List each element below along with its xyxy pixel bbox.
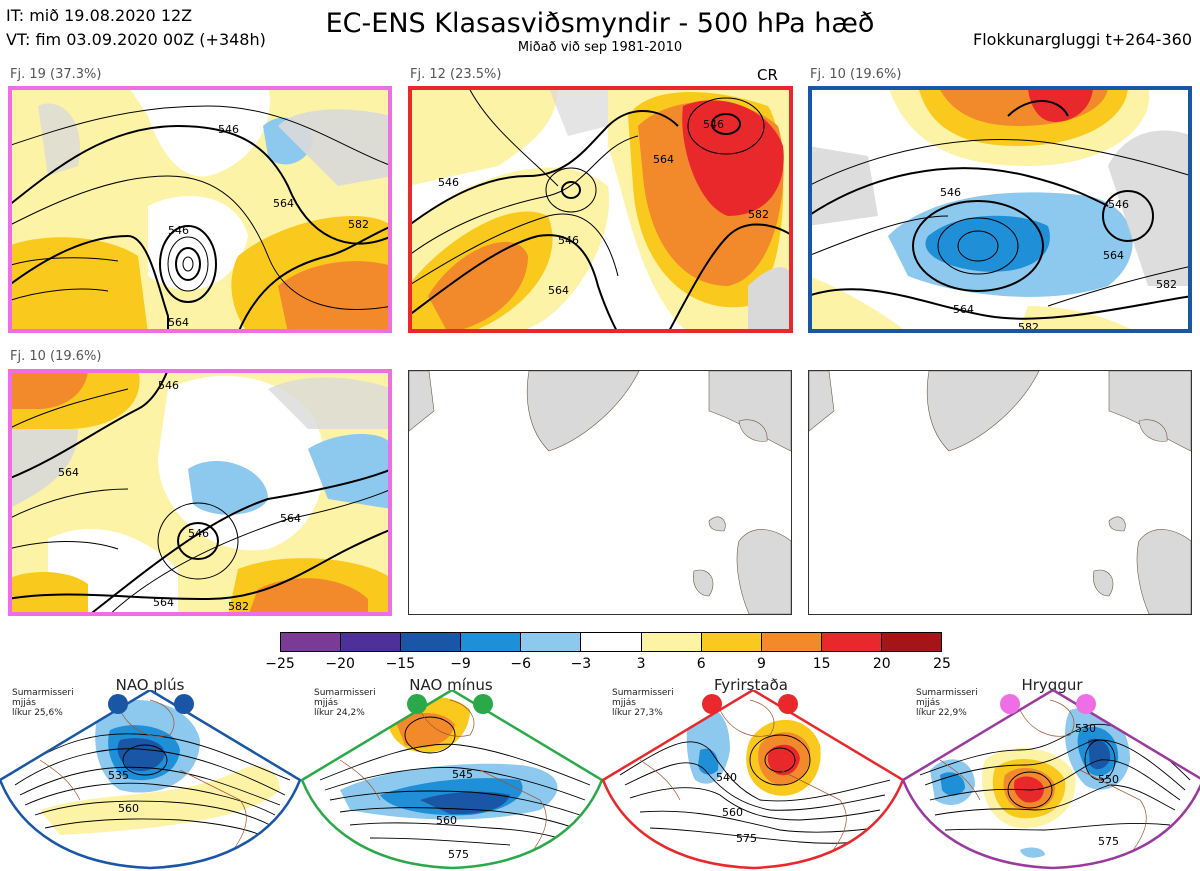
regime-2-label-b: 560 [436, 814, 457, 827]
svg-text:582: 582 [748, 208, 769, 221]
regime-3-dot-b [778, 694, 798, 714]
svg-text:582: 582 [348, 218, 369, 231]
panel-3-label: Fj. 10 (19.6%) [810, 67, 902, 82]
regime-3-title: Fyrirstaða [714, 676, 788, 694]
regime-4-dot-b [1076, 694, 1096, 714]
colorbar-tick-label: 20 [872, 656, 891, 672]
svg-text:564: 564 [653, 153, 674, 166]
panel-1-label: Fj. 19 (37.3%) [10, 67, 102, 82]
regime-1-label-b: 560 [118, 802, 139, 815]
regime-2-label-a: 545 [452, 768, 473, 781]
empty-map-1 [408, 370, 792, 615]
svg-text:546: 546 [188, 527, 209, 540]
colorbar-segment [281, 633, 342, 651]
svg-text:564: 564 [280, 512, 301, 525]
regime-2-dot-a [407, 694, 427, 714]
regime-1-frame [0, 690, 302, 870]
regime-4-label-a: 530 [1075, 722, 1096, 735]
regime-4-dot-a [1000, 694, 1020, 714]
svg-text:546: 546 [940, 186, 961, 199]
regime-2-title: NAO mínus [409, 676, 493, 694]
colorbar-segment [821, 633, 882, 651]
colorbar [280, 632, 942, 652]
colorbar-segment [641, 633, 702, 651]
svg-text:564: 564 [953, 303, 974, 316]
regime-1-label-a: 535 [108, 769, 129, 782]
regime-2-info: Sumarmisseri mjjás líkur 24,2% [314, 688, 376, 718]
regime-1-dot-b [174, 694, 194, 714]
regime-3-frame [601, 690, 905, 870]
colorbar-tick-label: −3 [570, 656, 592, 672]
regime-2-dot-b [473, 694, 493, 714]
colorbar-tick-label: −25 [265, 656, 295, 672]
regime-4-title: Hryggur [1021, 676, 1083, 694]
cluster-map-4: 546 564 546 564 564 582 [8, 369, 392, 616]
panel-2-cr-tag: CR [757, 66, 778, 84]
svg-text:564: 564 [1103, 249, 1124, 262]
colorbar-segment [581, 633, 642, 651]
svg-text:546: 546 [438, 176, 459, 189]
regime-3-info: Sumarmisseri mjjás líkur 27,3% [612, 688, 674, 718]
colorbar-tick-label: −20 [325, 656, 355, 672]
cluster-map-4-frame [8, 369, 392, 616]
svg-text:582: 582 [228, 600, 249, 613]
valid-time: VT: fim 03.09.2020 00Z (+348h) [6, 30, 266, 49]
colorbar-segment [761, 633, 822, 651]
cluster-map-2-frame [408, 86, 793, 333]
initial-time: IT: mið 19.08.2020 12Z [6, 6, 193, 25]
regime-4-label-b: 550 [1098, 773, 1119, 786]
regime-3-label-c: 575 [736, 832, 757, 845]
svg-text:546: 546 [1108, 198, 1129, 211]
colorbar-tick-label: 15 [812, 656, 831, 672]
colorbar-tick-label: 3 [636, 656, 646, 672]
regime-2-frame [300, 690, 604, 870]
colorbar-segment [401, 633, 462, 651]
regime-3-label-a: 540 [716, 771, 737, 784]
colorbar-tick-label: 6 [696, 656, 706, 672]
svg-text:546: 546 [218, 123, 239, 136]
classification-window: Flokkunargluggi t+264-360 [973, 30, 1192, 49]
regime-2-label-c: 575 [448, 848, 469, 861]
cluster-map-2: 546 546 564 546 564 582 [408, 86, 793, 333]
svg-text:564: 564 [548, 284, 569, 297]
colorbar-tick-label: −15 [385, 656, 416, 672]
svg-text:546: 546 [158, 379, 179, 392]
cluster-map-3: 546 546 564 582 564 582 [808, 86, 1192, 333]
svg-text:546: 546 [168, 224, 189, 237]
svg-text:582: 582 [1156, 278, 1177, 291]
regime-1-title: NAO plús [115, 676, 185, 694]
colorbar-segment [461, 633, 522, 651]
colorbar-tick-label: 25 [933, 656, 951, 672]
regime-3-label-b: 560 [722, 806, 743, 819]
page-title: EC-ENS Klasasviðsmyndir - 500 hPa hæð [325, 8, 875, 39]
panel-4-label: Fj. 10 (19.6%) [10, 349, 102, 364]
svg-text:564: 564 [58, 466, 79, 479]
colorbar-tick-label: −9 [450, 656, 471, 672]
colorbar-tick-label: 9 [756, 656, 766, 672]
colorbar-tick-label: −6 [510, 656, 532, 672]
regime-maps: 535 560 545 560 575 [0, 690, 1200, 870]
regime-3-dot-a [702, 694, 722, 714]
regime-4-info: Sumarmisseri mjjás líkur 22,9% [916, 688, 978, 718]
svg-text:546: 546 [558, 234, 579, 247]
empty-map-2 [808, 370, 1192, 615]
regime-4-frame [901, 690, 1200, 870]
colorbar-segment [341, 633, 402, 651]
colorbar-segment [701, 633, 762, 651]
cluster-map-3-frame [808, 86, 1192, 333]
page-subtitle: Miðað við sep 1981-2010 [517, 40, 683, 55]
svg-text:564: 564 [168, 316, 189, 329]
svg-text:546: 546 [703, 118, 724, 131]
regime-1-info: Sumarmisseri mjjás líkur 25,6% [12, 688, 74, 718]
svg-text:564: 564 [153, 596, 174, 609]
regime-4-label-c: 575 [1098, 835, 1119, 848]
colorbar-segment [881, 633, 942, 651]
cluster-map-1-frame [8, 86, 392, 333]
cluster-map-1: 546 546 564 582 564 [8, 86, 392, 333]
svg-text:564: 564 [273, 197, 294, 210]
panel-2-label: Fj. 12 (23.5%) [410, 67, 502, 82]
regime-1-dot-a [108, 694, 128, 714]
colorbar-segment [521, 633, 582, 651]
